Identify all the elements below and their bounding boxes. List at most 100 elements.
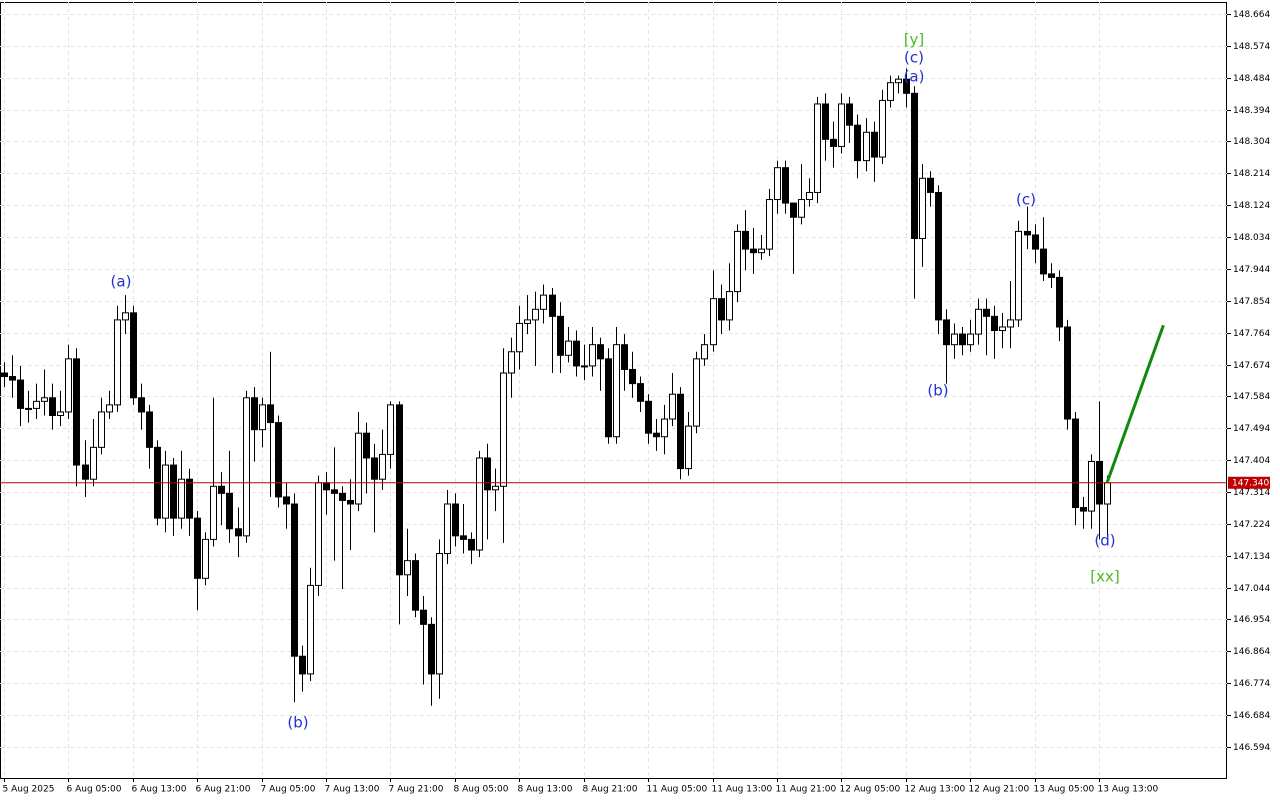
candle-body xyxy=(637,383,644,402)
candle-body xyxy=(669,393,676,420)
projection-line xyxy=(1105,324,1165,484)
candle-body xyxy=(323,482,330,491)
candle-body xyxy=(57,411,64,416)
candle-body xyxy=(967,333,974,346)
y-tick-label: 147.764 xyxy=(1233,329,1270,339)
y-tick-label: 146.864 xyxy=(1233,647,1270,657)
candle-body xyxy=(436,553,443,675)
x-tick-label: 13 Aug 05:00 xyxy=(1034,785,1095,795)
x-tick-label: 7 Aug 05:00 xyxy=(261,785,316,795)
y-tick-label: 148.394 xyxy=(1233,106,1270,116)
y-tick-label: 146.954 xyxy=(1233,615,1270,625)
candle-body xyxy=(82,464,89,480)
candle-body xyxy=(710,298,717,346)
candle-body xyxy=(613,344,620,438)
wave-label: (a) xyxy=(111,273,132,291)
candle-body xyxy=(49,397,56,416)
candle-body xyxy=(379,453,386,480)
x-tick-label: 12 Aug 21:00 xyxy=(969,785,1030,795)
candle-body xyxy=(1007,319,1014,328)
x-tick-label: 13 Aug 13:00 xyxy=(1098,785,1159,795)
wave-label: (b) xyxy=(287,714,308,732)
x-tick-label: 6 Aug 13:00 xyxy=(132,785,187,795)
wave-label: (c) xyxy=(1016,191,1036,209)
wave-label: [y] xyxy=(904,31,925,49)
x-tick-label: 7 Aug 21:00 xyxy=(389,785,444,795)
candle-body xyxy=(452,503,459,537)
y-tick-label: 148.304 xyxy=(1233,137,1270,147)
wave-label: (c) xyxy=(904,49,924,67)
candle-body xyxy=(146,411,153,448)
candle-body xyxy=(210,485,217,540)
y-tick-label: 147.314 xyxy=(1233,488,1270,498)
y-tick-label: 147.854 xyxy=(1233,297,1270,307)
wave-label: (a) xyxy=(904,68,925,86)
candle-body xyxy=(597,344,604,360)
candle-body xyxy=(516,322,523,353)
candle-body xyxy=(532,308,539,321)
y-tick-label: 148.034 xyxy=(1233,233,1270,243)
candle-body xyxy=(814,103,821,193)
candle-body xyxy=(41,397,48,402)
candle-body xyxy=(1024,230,1031,236)
candle-body xyxy=(267,404,274,424)
candle-body xyxy=(243,397,250,537)
candle-body xyxy=(25,407,32,410)
y-tick-label: 146.774 xyxy=(1233,679,1270,689)
candle-body xyxy=(750,248,757,254)
candle-body xyxy=(420,609,427,625)
x-tick-label: 8 Aug 13:00 xyxy=(518,785,573,795)
candle-body xyxy=(919,177,926,239)
candle-body xyxy=(476,457,483,551)
candle-body xyxy=(33,400,40,409)
candle-body xyxy=(798,199,805,218)
candle-body xyxy=(1072,418,1079,509)
candle-body xyxy=(943,319,950,346)
candle-body xyxy=(291,503,298,657)
x-tick-label: 8 Aug 05:00 xyxy=(454,785,509,795)
candle-body xyxy=(774,167,781,201)
price-label-box xyxy=(1228,476,1270,489)
candle-body xyxy=(701,344,708,360)
y-tick-label: 148.484 xyxy=(1233,74,1270,84)
candle-body xyxy=(178,478,185,519)
candle-body xyxy=(830,138,837,147)
candle-body xyxy=(235,528,242,537)
candle-body xyxy=(846,103,853,126)
candle-body xyxy=(339,492,346,501)
x-tick-label: 6 Aug 21:00 xyxy=(196,785,251,795)
candle-body xyxy=(790,202,797,218)
candle-body xyxy=(999,326,1006,332)
candle-body xyxy=(251,397,258,431)
candle-body xyxy=(975,308,982,335)
candle-body xyxy=(524,319,531,324)
candle-body xyxy=(557,315,564,356)
x-tick-label: 11 Aug 05:00 xyxy=(647,785,708,795)
candle-body xyxy=(17,379,24,409)
candle-body xyxy=(9,376,16,381)
candle-body xyxy=(500,372,507,487)
candle-body xyxy=(218,485,225,494)
candle-body xyxy=(315,482,322,586)
x-tick-label: 5 Aug 2025 xyxy=(3,785,55,795)
candle-body xyxy=(734,230,741,293)
candle-body xyxy=(73,358,80,466)
candle-body xyxy=(589,344,596,367)
candle-body xyxy=(685,425,692,470)
candle-body xyxy=(98,411,105,448)
candle-body xyxy=(677,393,684,470)
candle-body xyxy=(1088,461,1095,512)
candle-body xyxy=(911,92,918,239)
candle-body xyxy=(307,584,314,675)
wave-label: (b) xyxy=(927,382,948,400)
y-tick-label: 147.494 xyxy=(1233,424,1270,434)
candle-body xyxy=(959,333,966,346)
candle-body xyxy=(90,446,97,480)
candle-body xyxy=(549,294,556,317)
candle-body xyxy=(1015,230,1022,321)
candle-body xyxy=(863,131,870,162)
candle-body xyxy=(1032,234,1039,250)
candle-body xyxy=(331,489,338,494)
candle-body xyxy=(991,315,998,332)
